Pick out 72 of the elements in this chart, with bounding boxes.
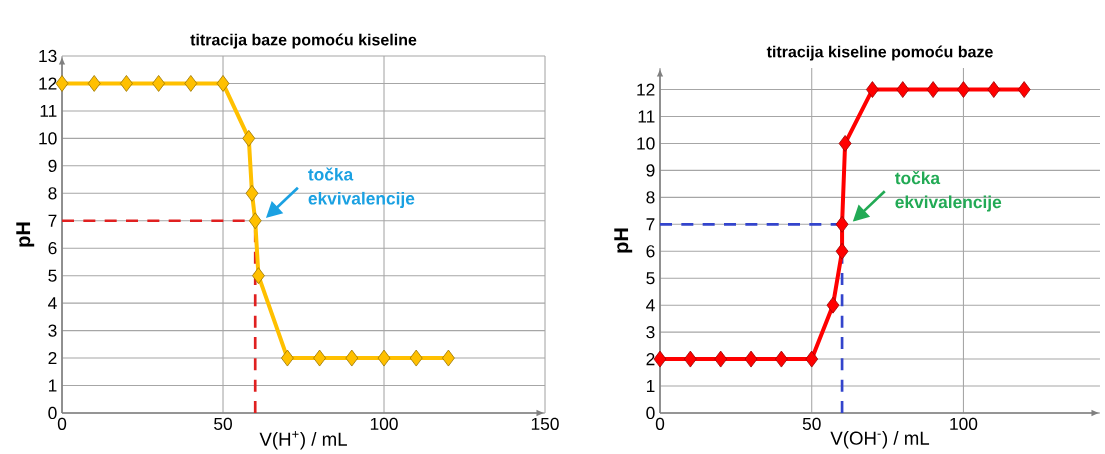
y-tick-label: 9 (646, 164, 655, 177)
y-tick-label: 11 (40, 104, 57, 117)
point (896, 81, 910, 98)
y-tick-label: 10 (39, 132, 57, 145)
y-tick-label: 3 (48, 324, 57, 337)
chart-title: titracija baze pomoću kiseline (190, 33, 417, 49)
y-tick-label: 7 (48, 214, 57, 227)
point (313, 349, 327, 367)
point (926, 81, 940, 98)
point (152, 75, 166, 92)
point (216, 75, 230, 92)
y-tick-label: 6 (48, 242, 57, 255)
y-tick-label: 6 (646, 245, 655, 258)
y-tick-label: 1 (48, 379, 57, 392)
chart-title: titracija kiseline pomoću baze (766, 45, 993, 61)
point (835, 242, 849, 260)
y-tick-label: 11 (638, 110, 655, 123)
x-tick-label: 0 (57, 417, 67, 430)
point (957, 81, 970, 98)
y-tick-label: 12 (637, 83, 655, 96)
point (252, 267, 265, 285)
y-tick-label: 3 (646, 326, 655, 339)
x-tick-label: 100 (370, 417, 398, 430)
point (120, 75, 133, 92)
x-axis-title: V(H$^{+}$) / mL (259, 431, 347, 450)
y-tick-label: 2 (48, 352, 57, 365)
y-tick-label: 9 (48, 159, 57, 172)
y-tick-label: 7 (646, 218, 655, 231)
y-tick-label: 12 (39, 77, 57, 90)
point (835, 215, 849, 233)
point (744, 350, 758, 368)
y-axis-title: pH (16, 222, 35, 247)
x-tick-label: 100 (950, 417, 978, 430)
x-axis-title: V(OH$^{-}$) / mL (830, 431, 930, 449)
annotation: točka ekvivalencije (308, 167, 415, 209)
point (242, 130, 256, 147)
y-tick-label: 2 (646, 353, 655, 366)
point (377, 349, 391, 367)
point (442, 349, 455, 367)
point (866, 81, 879, 98)
y-tick-label: 1 (646, 380, 655, 393)
y-tick-label: 8 (646, 191, 655, 204)
x-tick-label: 150 (531, 417, 559, 430)
point (248, 212, 262, 230)
annotation: točka ekvivalencije (894, 171, 1002, 212)
point (987, 81, 1001, 98)
y-tick-label: 4 (646, 299, 655, 312)
x-tick-label: 50 (214, 417, 232, 430)
x-tick-label: 50 (802, 417, 821, 430)
point (245, 184, 259, 202)
x-tick-label: 0 (655, 417, 665, 430)
y-tick-label: 5 (48, 269, 57, 282)
y-axis-title: pH (614, 228, 633, 253)
point (774, 350, 788, 368)
y-tick-label: 4 (48, 297, 57, 310)
y-tick-label: 8 (48, 187, 57, 200)
point (281, 349, 294, 367)
y-tick-label: 10 (637, 137, 655, 150)
point (838, 135, 852, 152)
point (805, 350, 819, 368)
point (683, 350, 697, 368)
point (345, 349, 359, 367)
point (826, 296, 840, 314)
point (87, 75, 101, 92)
y-tick-label: 0 (48, 406, 57, 420)
y-tick-label: 13 (39, 49, 57, 63)
y-tick-label: 0 (646, 406, 655, 420)
point (184, 75, 198, 92)
y-tick-label: 5 (646, 272, 655, 285)
point (1017, 81, 1031, 98)
point (714, 350, 728, 368)
point (409, 349, 423, 367)
